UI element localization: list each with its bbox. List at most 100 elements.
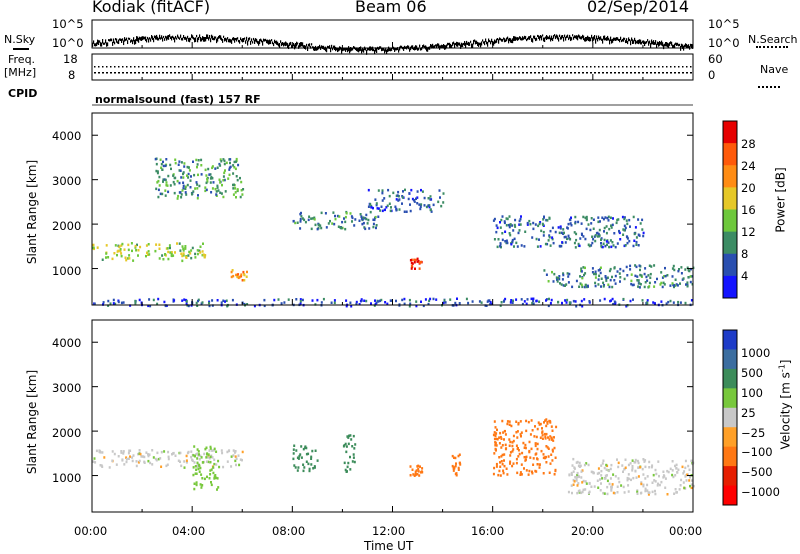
sky-trace-mark bbox=[608, 37, 610, 41]
data-pixel bbox=[592, 227, 595, 230]
data-pixel bbox=[591, 267, 594, 270]
data-pixel bbox=[534, 442, 537, 445]
data-pixel bbox=[588, 244, 591, 248]
data-pixel bbox=[134, 244, 137, 248]
data-pixel bbox=[536, 457, 538, 460]
data-pixel bbox=[581, 276, 584, 280]
data-pixel bbox=[591, 235, 594, 238]
sky-trace-mark bbox=[108, 39, 110, 42]
data-pixel bbox=[413, 261, 416, 264]
data-pixel bbox=[92, 460, 95, 463]
data-pixel bbox=[592, 471, 595, 475]
data-pixel bbox=[230, 275, 233, 279]
sky-trace-mark bbox=[172, 35, 174, 39]
data-pixel bbox=[544, 435, 547, 439]
data-pixel bbox=[234, 450, 237, 453]
sky-trace-mark bbox=[671, 41, 673, 46]
data-pixel bbox=[635, 243, 638, 246]
data-pixel bbox=[198, 470, 201, 473]
nave-trace-mark bbox=[174, 66, 176, 68]
data-pixel bbox=[147, 250, 150, 253]
data-pixel bbox=[617, 218, 620, 221]
nsky-label: N.Sky bbox=[4, 33, 36, 46]
sky-trace-mark bbox=[345, 48, 347, 52]
data-pixel bbox=[574, 246, 577, 249]
data-pixel bbox=[665, 302, 668, 305]
sky-trace-mark bbox=[339, 46, 341, 51]
data-pixel bbox=[344, 442, 347, 446]
nave-trace-mark bbox=[682, 66, 684, 68]
nave-trace-mark bbox=[378, 66, 380, 68]
sky-trace-mark bbox=[229, 38, 231, 43]
data-pixel bbox=[559, 225, 562, 228]
data-pixel bbox=[184, 185, 187, 188]
data-pixel bbox=[404, 188, 406, 192]
data-pixel bbox=[681, 465, 684, 469]
data-pixel bbox=[568, 272, 571, 276]
data-pixel bbox=[674, 464, 676, 468]
data-pixel bbox=[599, 299, 602, 302]
data-pixel bbox=[210, 191, 213, 194]
data-pixel bbox=[376, 207, 379, 210]
data-pixel bbox=[196, 163, 199, 166]
data-pixel bbox=[316, 459, 319, 462]
data-pixel bbox=[121, 459, 124, 462]
data-pixel bbox=[629, 299, 632, 303]
data-pixel bbox=[390, 206, 392, 209]
nave-trace-mark bbox=[454, 66, 456, 68]
nave-trace-mark bbox=[310, 66, 312, 68]
data-pixel bbox=[139, 245, 142, 249]
sky-trace-mark bbox=[155, 35, 157, 40]
freq-trace-mark bbox=[526, 72, 528, 74]
data-pixel bbox=[517, 449, 520, 452]
data-pixel bbox=[489, 303, 492, 306]
data-pixel bbox=[305, 446, 308, 450]
data-pixel bbox=[194, 472, 197, 475]
data-pixel bbox=[525, 302, 528, 306]
vel-cbar-tick-m1000: −1000 bbox=[741, 485, 780, 499]
freq-trace-mark bbox=[130, 72, 132, 74]
sky-trace-mark bbox=[500, 38, 502, 41]
data-pixel bbox=[533, 435, 536, 438]
sky-trace-mark bbox=[211, 34, 213, 39]
data-pixel bbox=[405, 210, 408, 213]
data-pixel bbox=[192, 190, 195, 193]
freq-trace-mark bbox=[414, 72, 416, 74]
data-pixel bbox=[545, 432, 548, 436]
data-pixel bbox=[518, 223, 521, 226]
sky-trace-mark bbox=[176, 37, 178, 40]
data-pixel bbox=[395, 299, 397, 303]
sky-trace-mark bbox=[269, 39, 271, 45]
sky-trace-mark bbox=[407, 45, 409, 48]
sky-trace-mark bbox=[527, 37, 529, 41]
data-pixel bbox=[105, 256, 107, 259]
data-pixel bbox=[161, 168, 164, 171]
sky-trace-mark bbox=[329, 45, 331, 49]
data-pixel bbox=[495, 462, 498, 466]
freq-trace-mark bbox=[222, 72, 224, 74]
sky-trace-mark bbox=[568, 37, 570, 41]
data-pixel bbox=[224, 300, 226, 303]
data-pixel bbox=[626, 476, 629, 480]
data-pixel bbox=[525, 469, 528, 472]
data-pixel bbox=[532, 297, 535, 300]
data-pixel bbox=[602, 285, 605, 288]
data-pixel bbox=[496, 428, 498, 432]
data-pixel bbox=[648, 460, 651, 464]
data-pixel bbox=[582, 488, 585, 492]
sky-trace-mark bbox=[307, 46, 309, 52]
data-pixel bbox=[642, 483, 645, 487]
data-pixel bbox=[660, 271, 663, 274]
data-pixel bbox=[173, 299, 176, 302]
data-pixel bbox=[169, 163, 172, 167]
data-pixel bbox=[180, 193, 183, 196]
freq-trace-mark bbox=[482, 72, 484, 74]
data-pixel bbox=[571, 491, 573, 495]
nave-trace-mark bbox=[138, 66, 140, 68]
data-pixel bbox=[684, 301, 687, 305]
data-pixel bbox=[605, 240, 608, 243]
data-pixel bbox=[344, 220, 347, 224]
data-pixel bbox=[561, 278, 564, 281]
data-pixel bbox=[173, 183, 176, 186]
nave-trace-mark bbox=[494, 66, 496, 68]
